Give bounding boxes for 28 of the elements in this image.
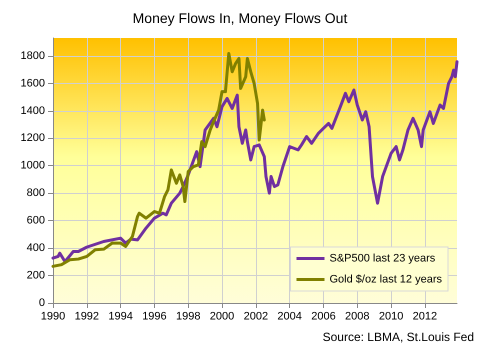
y-tick-label: 1200 — [20, 132, 45, 144]
x-tick-label: 1990 — [40, 310, 66, 322]
y-tick-label: 600 — [26, 214, 45, 227]
x-tick-label: 1992 — [74, 310, 100, 322]
y-tick-label: 400 — [26, 242, 45, 254]
y-tick-label: 1800 — [20, 50, 45, 62]
x-tick-label: 1998 — [176, 310, 200, 322]
x-tick-label: 2004 — [277, 310, 302, 322]
legend-label: S&P500 last 23 years — [329, 252, 436, 264]
x-tick-label: 2006 — [311, 310, 336, 322]
y-tick-label: 1600 — [20, 77, 45, 90]
chart-title: Money Flows In, Money Flows Out — [132, 10, 348, 26]
y-tick-label: 200 — [26, 270, 45, 282]
x-tick-label: 1996 — [142, 310, 167, 322]
x-tick-label: 2010 — [378, 310, 404, 322]
x-tick-label: 2000 — [210, 310, 234, 322]
source-note: Source: LBMA, St.Louis Fed — [322, 330, 474, 344]
y-tick-label: 1000 — [20, 160, 45, 172]
line-series — [52, 60, 458, 263]
y-tick-label: 1400 — [20, 104, 45, 117]
y-tick-label: 0 — [38, 297, 45, 309]
x-tick-label: 1994 — [108, 310, 133, 322]
x-tick-label: 2012 — [412, 310, 438, 322]
line-series — [52, 52, 266, 268]
x-tick-label: 2008 — [345, 310, 370, 322]
x-tick-label: 2002 — [244, 310, 268, 322]
y-tick-label: 800 — [26, 187, 45, 200]
legend-label: Gold $/oz last 12 years — [329, 274, 442, 286]
